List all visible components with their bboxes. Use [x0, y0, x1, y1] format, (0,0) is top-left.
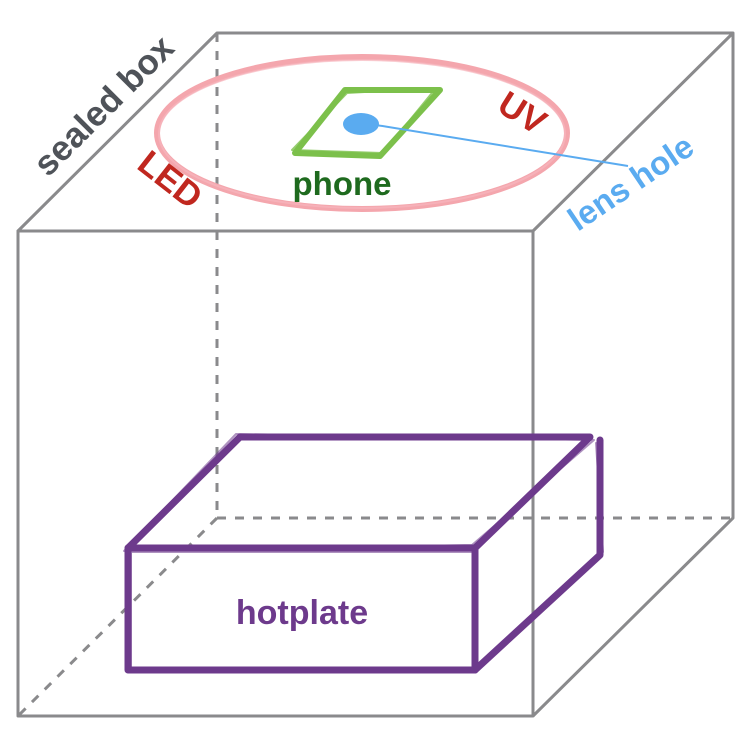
box-hidden-edges — [16, 33, 733, 718]
phone-outline-sketch — [291, 87, 437, 154]
phone-label: phone — [293, 165, 392, 202]
hotplate — [123, 433, 604, 674]
box-right-face — [531, 33, 735, 718]
box-visible-edges — [16, 31, 735, 718]
hotplate-top-face — [124, 433, 594, 552]
hotplate-top-sketch — [123, 433, 595, 552]
phone — [291, 87, 443, 159]
hotplate-front-sketch — [130, 551, 474, 670]
led-label: LED — [130, 143, 209, 217]
lens-hole-leader-line — [369, 123, 629, 167]
hotplate-right-face — [471, 436, 604, 674]
hotplate-label: hotplate — [236, 594, 368, 632]
uv-led-ring-inner-stroke — [158, 59, 566, 209]
uv-label: UV — [491, 84, 553, 143]
box-front-face — [16, 229, 535, 718]
lens-hole-dot — [343, 113, 379, 135]
hotplate-right-sketch — [477, 442, 604, 667]
